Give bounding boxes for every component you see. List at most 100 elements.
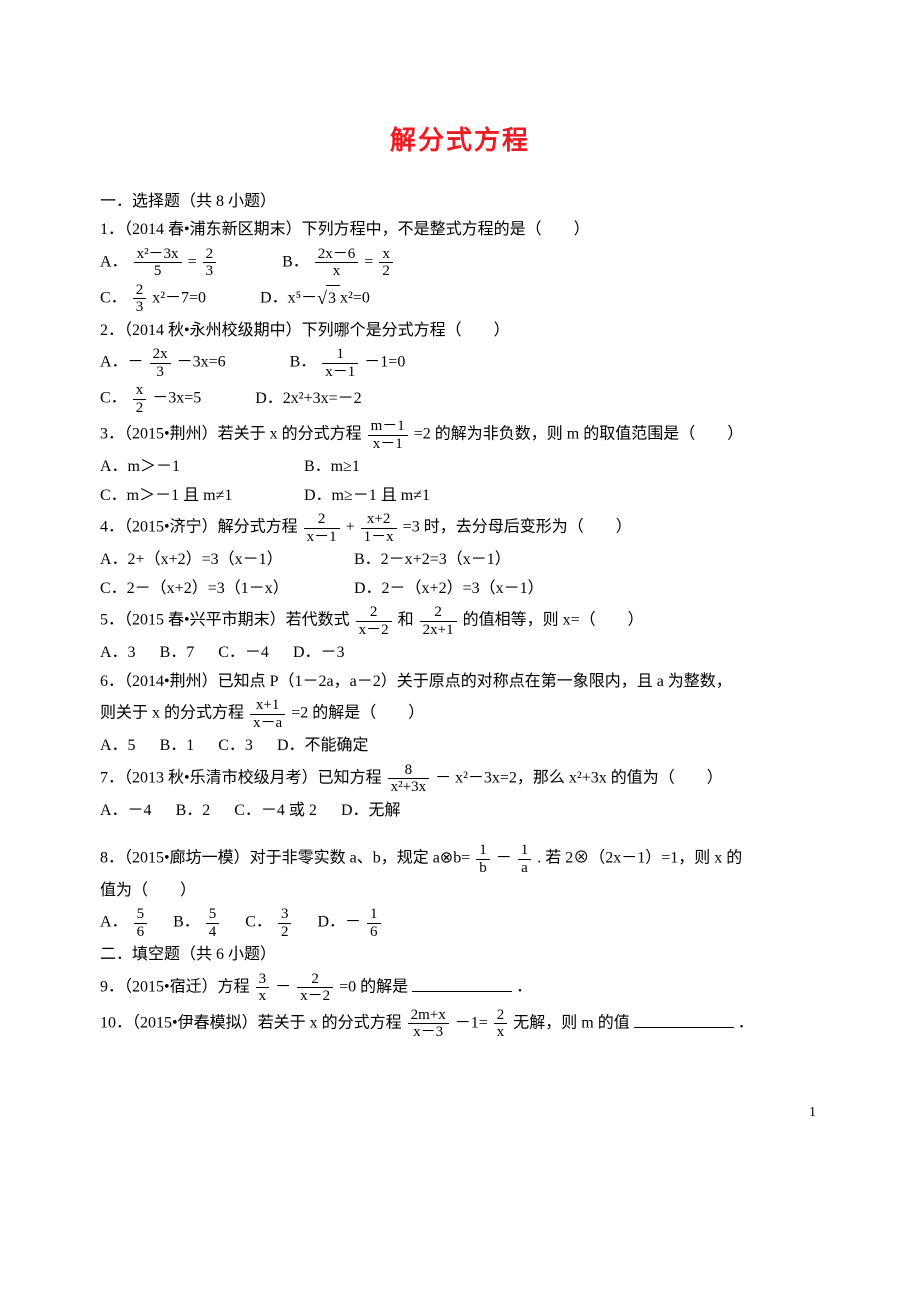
q8-opt-b: B． 54 — [173, 906, 221, 940]
q5-pre: 5．（2015 春•兴平市期末）若代数式 — [100, 612, 350, 629]
q8-b-pre: B． — [173, 914, 200, 931]
q1-d-post: x²=0 — [340, 289, 370, 306]
q2-a-pre: A．－ — [100, 354, 144, 371]
q1-opt-b: B． 2x－6x = x2 — [282, 246, 395, 280]
q4-opts-row2: C．2－（x+2）=3（1－x） D．2－（x+2）=3（x－1） — [100, 576, 820, 603]
q3-opts-row2: C．m＞－1 且 m≠1 D．m≥－1 且 m≠1 — [100, 483, 820, 510]
q6-opt-b: B．1 — [160, 733, 195, 759]
q5-opt-c: C．－4 — [218, 640, 269, 666]
q1-a-frac2: 23 — [203, 246, 217, 280]
q4-stem: 4．（2015•济宁）解分式方程 2x－1 + x+21－x =3 时，去分母后… — [100, 511, 820, 545]
q3-opt-d: D．m≥－1 且 m≠1 — [304, 483, 430, 509]
q6-opts: A．5 B．1 C．3 D．不能确定 — [100, 733, 820, 760]
q8-c-pre: C． — [245, 914, 272, 931]
q1-d-pre: D．x⁵－ — [260, 289, 317, 306]
q9-stem: 9．（2015•宿迁）方程 3x － 2x－2 =0 的解是 ． — [100, 971, 820, 1005]
q2-a-frac: 2x3 — [150, 346, 171, 380]
q3-pre: 3．（2015•荆州）若关于 x 的分式方程 — [100, 426, 362, 443]
q1-opts-row2: C． 23 x²－7=0 D．x⁵－√3x²=0 — [100, 282, 820, 316]
q10-stem: 10．（2015•伊春模拟）若关于 x 的分式方程 2m+xx－3 －1= 2x… — [100, 1007, 820, 1041]
q1-b-mid: = — [364, 253, 373, 270]
q3-opt-b: B．m≥1 — [304, 454, 360, 480]
q7-mid: － x²－3x=2，那么 x²+3x 的值为（ ） — [435, 769, 723, 786]
q2-c-post: －3x=5 — [152, 390, 201, 407]
q1-d-rad: 3 — [326, 285, 340, 312]
q8-a-pre: A． — [100, 914, 128, 931]
q6-l2-pre: 则关于 x 的分式方程 — [100, 705, 244, 722]
q8-line1: 8．（2015•廊坊一模）对于非零实数 a、b，规定 a⊗b= 1b － 1a … — [100, 842, 820, 876]
q8-frac2: 1a — [518, 842, 532, 876]
q8-a-frac: 56 — [134, 906, 148, 940]
q4-opt-a: A．2+（x+2）=3（x－1） — [100, 547, 330, 573]
q6-opt-a: A．5 — [100, 733, 136, 759]
q9-pre: 9．（2015•宿迁）方程 — [100, 979, 250, 996]
spacer — [100, 826, 820, 840]
q8-b-frac: 54 — [206, 906, 220, 940]
q9-frac1: 3x — [256, 971, 270, 1005]
q6-l2-post: =2 的解是（ ） — [291, 705, 424, 722]
q8-post: . 若 2⊗（2x－1）=1，则 x 的 — [537, 850, 742, 867]
q3-stem: 3．（2015•荆州）若关于 x 的分式方程 m－1x－1 =2 的解为非负数，… — [100, 418, 820, 452]
q10-blank — [634, 1011, 734, 1028]
q4-plus: + — [346, 519, 355, 536]
q7-opt-b: B．2 — [176, 798, 211, 824]
q2-opt-b: B． 1x－1 －1=0 — [290, 346, 406, 380]
q10-pre: 10．（2015•伊春模拟）若关于 x 的分式方程 — [100, 1015, 402, 1032]
q8-d-pre: D．－ — [317, 914, 361, 931]
q10-post: 无解，则 m 的值 — [513, 1015, 629, 1032]
q4-opt-d: D．2－（x+2）=3（x－1） — [354, 576, 544, 602]
q1-a-pre: A． — [100, 253, 128, 270]
q7-opt-a: A．－4 — [100, 798, 152, 824]
q4-frac2: x+21－x — [361, 511, 397, 545]
q10-frac2: 2x — [494, 1007, 508, 1041]
q1-a-frac1: x²－3x5 — [134, 246, 182, 280]
q1-b-frac1: 2x－6x — [315, 246, 359, 280]
q8-opt-d: D．－ 16 — [317, 906, 382, 940]
q9-blank — [412, 975, 512, 992]
q1-opts-row1: A． x²－3x5 = 23 B． 2x－6x = x2 — [100, 246, 820, 280]
q8-d-frac: 16 — [367, 906, 381, 940]
q8-line2: 值为（ ） — [100, 878, 820, 904]
q3-frac: m－1x－1 — [368, 418, 408, 452]
q2-opt-a: A．－ 2x3 －3x=6 — [100, 346, 226, 380]
q4-opt-b: B．2－x+2=3（x－1） — [354, 547, 511, 573]
q1-opt-a: A． x²－3x5 = 23 — [100, 246, 218, 280]
q1-b-pre: B． — [282, 253, 309, 270]
q5-opt-a: A．3 — [100, 640, 136, 666]
q10-mid: －1= — [455, 1015, 488, 1032]
q6-opt-d: D．不能确定 — [277, 733, 369, 759]
section-2-heading: 二．填空题（共 6 小题） — [100, 942, 820, 968]
q8-opt-a: A． 56 — [100, 906, 149, 940]
q1-opt-c: C． 23 x²－7=0 — [100, 282, 206, 316]
q7-frac: 8x²+3x — [388, 762, 429, 796]
q2-opts-row2: C． x2 －3x=5 D．2x²+3x=－2 — [100, 382, 820, 416]
q1-c-frac: 23 — [133, 282, 147, 316]
page: 解分式方程 一．选择题（共 8 小题） 1．（2014 春•浦东新区期末）下列方… — [0, 0, 920, 1184]
q5-stem: 5．（2015 春•兴平市期末）若代数式 2x－2 和 22x+1 的值相等，则… — [100, 604, 820, 638]
q4-opt-c: C．2－（x+2）=3（1－x） — [100, 576, 330, 602]
q4-post: =3 时，去分母后变形为（ ） — [403, 519, 632, 536]
q6-line2: 则关于 x 的分式方程 x+1x－a =2 的解是（ ） — [100, 697, 820, 731]
q2-stem: 2．（2014 秋•永州校级期中）下列哪个是分式方程（ ） — [100, 318, 820, 344]
q2-opts-row1: A．－ 2x3 －3x=6 B． 1x－1 －1=0 — [100, 346, 820, 380]
q2-opt-d: D．2x²+3x=－2 — [255, 386, 361, 412]
q5-opt-b: B．7 — [160, 640, 195, 666]
q1-a-mid: = — [188, 253, 197, 270]
q2-a-post: －3x=6 — [177, 354, 226, 371]
q2-c-pre: C． — [100, 390, 127, 407]
q6-opt-c: C．3 — [218, 733, 253, 759]
q4-opts-row1: A．2+（x+2）=3（x－1） B．2－x+2=3（x－1） — [100, 547, 820, 574]
q1-c-pre: C． — [100, 289, 127, 306]
q10-tail: ． — [738, 1015, 754, 1032]
q2-opt-c: C． x2 －3x=5 — [100, 382, 201, 416]
q4-pre: 4．（2015•济宁）解分式方程 — [100, 519, 298, 536]
q9-frac2: 2x－2 — [297, 971, 333, 1005]
q2-c-frac: x2 — [133, 382, 147, 416]
q5-mid: 和 — [398, 612, 414, 629]
q1-c-post: x²－7=0 — [152, 289, 206, 306]
q3-opts-row1: A．m＞－1 B．m≥1 — [100, 454, 820, 481]
q1-opt-d: D．x⁵－√3x²=0 — [260, 284, 370, 314]
q7-pre: 7．（2013 秋•乐清市校级月考）已知方程 — [100, 769, 382, 786]
q5-frac1: 2x－2 — [356, 604, 392, 638]
q5-opts: A．3 B．7 C．－4 D．－3 — [100, 640, 820, 667]
